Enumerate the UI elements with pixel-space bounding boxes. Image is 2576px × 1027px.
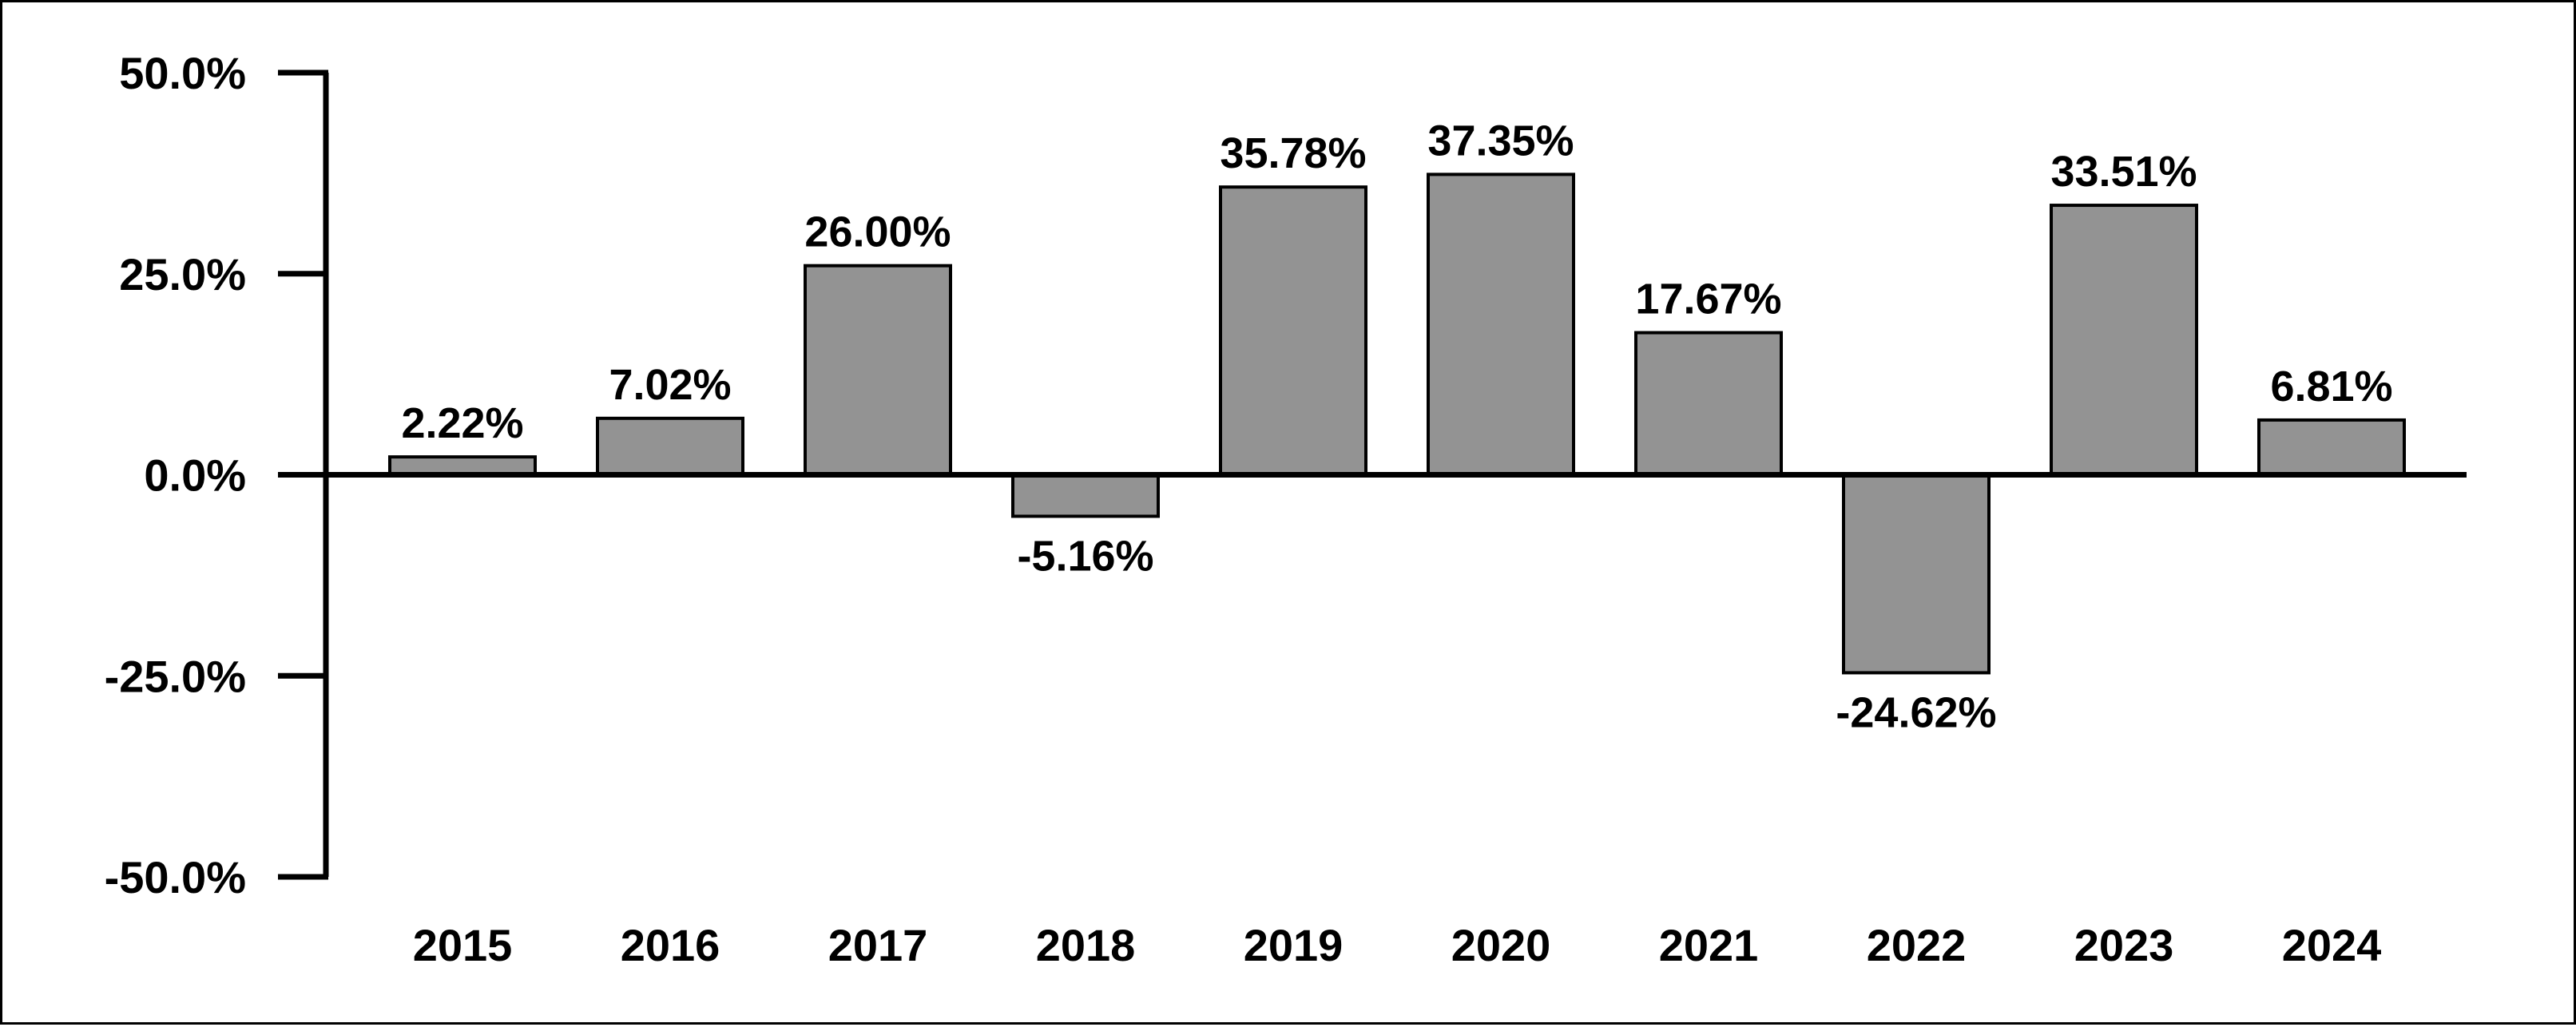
x-category-label: 2021 xyxy=(1659,920,1759,970)
y-tick-label: 0.0% xyxy=(144,450,246,501)
x-category-label: 2019 xyxy=(1244,920,1344,970)
x-category-label: 2018 xyxy=(1036,920,1136,970)
bar-2021 xyxy=(1634,331,1783,477)
y-tick-label: -25.0% xyxy=(105,651,246,701)
data-label-2021: 17.67% xyxy=(1635,276,1781,323)
x-category-label: 2024 xyxy=(2282,920,2382,970)
data-label-2024: 6.81% xyxy=(2270,363,2392,410)
bar-2018 xyxy=(1011,473,1160,518)
bar-2020 xyxy=(1427,172,1575,477)
x-category-label: 2015 xyxy=(413,920,513,970)
data-labels: 2.22% 7.02% 26.00% -5.16% 35.78% 37.35% 17.67%… xyxy=(401,117,2392,736)
x-category-label: 2020 xyxy=(1451,920,1551,970)
bar-2016 xyxy=(596,416,744,477)
y-tick-label: -50.0% xyxy=(105,852,246,902)
data-label-2020: 37.35% xyxy=(1427,117,1574,165)
bar-2023 xyxy=(2050,204,2198,477)
data-label-2015: 2.22% xyxy=(401,399,523,447)
data-label-2023: 33.51% xyxy=(2050,148,2197,196)
data-label-2016: 7.02% xyxy=(609,361,731,409)
x-axis-categories: 2015 2016 2017 2018 2019 2020 2021 2022 2023 2024 xyxy=(413,920,2382,970)
x-category-label: 2016 xyxy=(621,920,720,970)
bar-2022 xyxy=(1842,473,1991,675)
bar-2019 xyxy=(1219,185,1367,477)
data-label-2017: 26.00% xyxy=(804,208,951,256)
bar-2024 xyxy=(2257,418,2406,477)
y-tick-label: 25.0% xyxy=(119,249,246,299)
bar-2017 xyxy=(804,264,952,477)
x-category-label: 2017 xyxy=(828,920,928,970)
y-axis: 50.0% 25.0% 0.0% -25.0% -50.0% xyxy=(105,48,329,902)
data-label-2018: -5.16% xyxy=(1017,532,1153,580)
x-category-label: 2022 xyxy=(1867,920,1967,970)
y-tick-label: 50.0% xyxy=(119,48,246,98)
data-label-2022: -24.62% xyxy=(1836,688,1996,736)
data-label-2019: 35.78% xyxy=(1220,129,1366,177)
bars xyxy=(388,172,2406,675)
x-category-label: 2023 xyxy=(2074,920,2174,970)
